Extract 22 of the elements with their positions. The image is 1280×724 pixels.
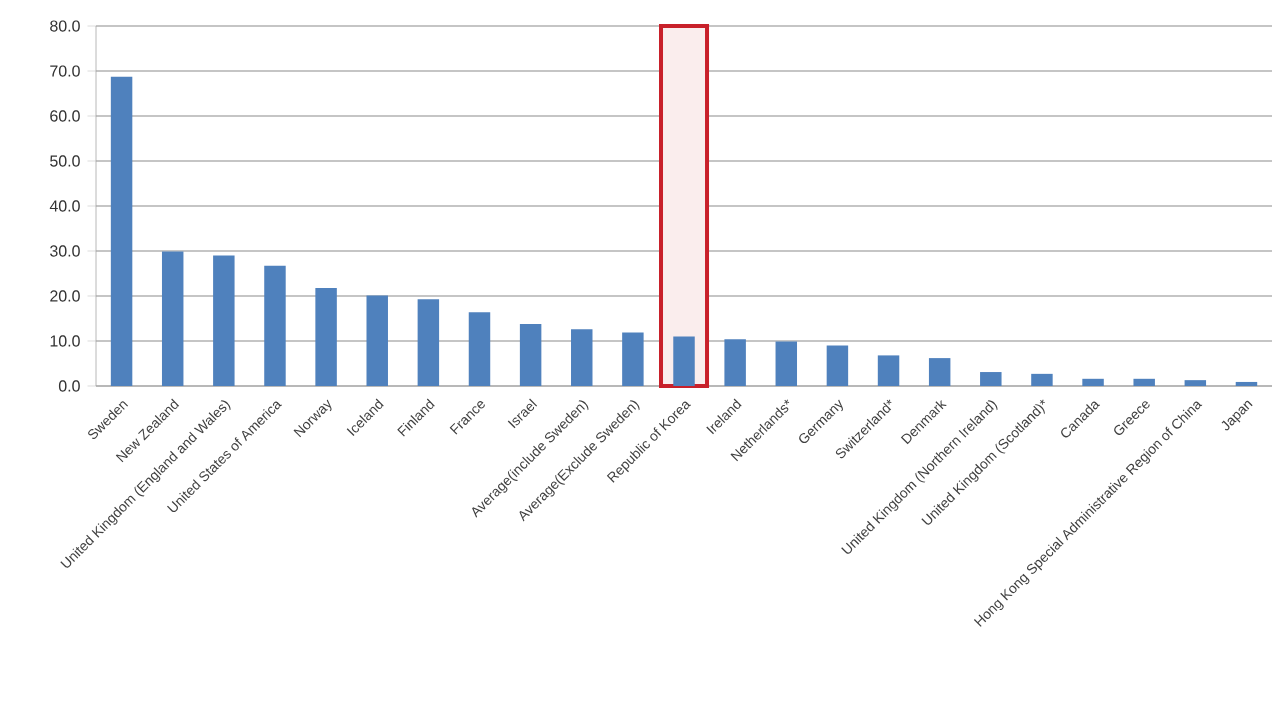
bar <box>213 255 235 386</box>
bar <box>161 251 184 386</box>
bar <box>110 76 133 386</box>
bar <box>1133 378 1155 386</box>
bar <box>877 355 900 386</box>
bar <box>315 287 337 386</box>
bar <box>519 323 542 386</box>
bar <box>264 265 286 386</box>
bar <box>366 295 388 386</box>
bar <box>1031 373 1053 386</box>
bar <box>1082 378 1104 386</box>
bar <box>571 329 593 386</box>
bar <box>724 339 746 386</box>
bar <box>468 312 491 386</box>
bar <box>775 341 798 386</box>
bar <box>928 358 951 386</box>
bar <box>622 332 644 386</box>
bar <box>980 372 1002 386</box>
bar <box>826 345 849 386</box>
bar <box>673 336 695 386</box>
bar <box>1184 380 1207 386</box>
bar <box>417 299 440 386</box>
